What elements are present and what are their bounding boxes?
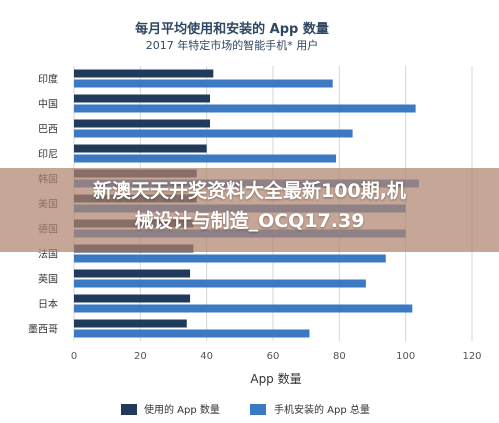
bar-installed (74, 104, 416, 113)
bar-used (74, 69, 214, 78)
bar-installed (74, 129, 353, 138)
legend-swatch-installed (250, 404, 266, 415)
bar-installed (74, 279, 366, 288)
category-label: 英国 (38, 273, 58, 286)
x-tick-label: 120 (462, 351, 481, 362)
x-axis-title: App 数量 (250, 371, 301, 386)
category-label: 印尼 (38, 149, 58, 161)
legend: 使用的 App 数量 手机安装的 App 总量 (121, 403, 370, 416)
bar-used (74, 144, 207, 153)
x-tick-label: 20 (134, 351, 147, 362)
category-label: 中国 (38, 98, 58, 111)
category-label: 墨西哥 (28, 324, 58, 336)
category-label: 日本 (38, 298, 58, 311)
bar-installed (74, 254, 386, 263)
x-tick-label: 40 (200, 351, 213, 362)
x-tick-label: 80 (333, 351, 346, 362)
bar-used (74, 269, 191, 278)
x-tick-labels: 0 20 40 60 80 100 120 (71, 351, 482, 362)
x-tick-label: 60 (267, 351, 280, 362)
bar-used (74, 119, 210, 128)
legend-label-used: 使用的 App 数量 (144, 403, 220, 416)
watermark-text: 新澳天天开奖资料大全最新100期,机 械设计与制造_OCQ17.39 (93, 180, 406, 232)
bar-installed (74, 79, 333, 88)
legend-label-installed: 手机安装的 App 总量 (274, 403, 370, 416)
bar-installed (74, 329, 310, 338)
category-label: 印度 (38, 73, 58, 86)
bar-used (74, 319, 187, 328)
x-tick-label: 0 (71, 351, 77, 362)
x-tick-label: 100 (396, 351, 415, 362)
bar-used (74, 294, 191, 303)
watermark-band (0, 168, 499, 252)
bar-installed (74, 304, 413, 313)
chart-subtitle: 2017 年特定市场的智能手机* 用户 (146, 38, 319, 52)
chart-title: 每月平均使用和安装的 App 数量 (135, 21, 329, 37)
legend-swatch-used (121, 404, 137, 415)
category-label: 巴西 (38, 124, 58, 136)
bar-used (74, 94, 210, 103)
bar-installed (74, 154, 337, 163)
